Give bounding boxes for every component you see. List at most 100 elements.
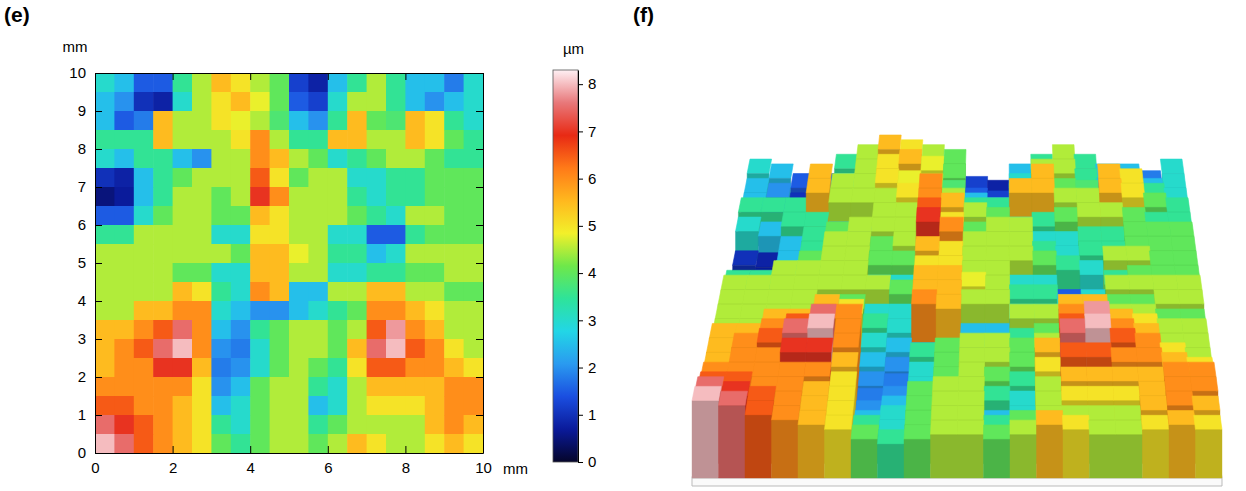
- surface-top: [1192, 396, 1220, 411]
- surface-top: [912, 290, 937, 305]
- surface-top: [848, 217, 873, 232]
- surface-top: [1163, 362, 1190, 377]
- tick: 2: [78, 368, 102, 385]
- surface-top: [769, 164, 793, 179]
- tick-label: 5: [588, 217, 596, 234]
- tick: 4: [578, 264, 596, 281]
- cell: [405, 149, 425, 169]
- cell: [386, 282, 406, 302]
- tick-mark: [578, 368, 583, 369]
- cell: [425, 244, 445, 264]
- cell: [347, 301, 367, 321]
- tick-mark: [173, 73, 174, 80]
- cell: [444, 149, 464, 169]
- cell: [425, 415, 445, 435]
- surface-top: [721, 275, 748, 290]
- surface-top: [934, 352, 960, 367]
- tick-mark: [476, 339, 483, 340]
- cell: [308, 415, 328, 435]
- cell: [308, 73, 328, 93]
- cell: [134, 187, 154, 207]
- surface-top: [1120, 169, 1144, 184]
- surface-top: [719, 391, 748, 406]
- tick: 2: [578, 359, 596, 376]
- y-axis: 012345678910: [69, 64, 102, 461]
- cell: [231, 301, 251, 321]
- cell: [386, 111, 406, 131]
- surface-base-front: [692, 478, 1222, 486]
- tick-label: 0: [78, 444, 86, 461]
- cell: [192, 92, 212, 112]
- surface-top: [1105, 275, 1130, 290]
- surface-top: [829, 188, 853, 203]
- cell: [328, 339, 348, 359]
- cell: [231, 263, 251, 283]
- surface-top: [905, 410, 932, 425]
- cell: [308, 187, 328, 207]
- cell: [347, 225, 367, 245]
- cell: [173, 244, 193, 264]
- tick: 8: [578, 75, 596, 92]
- cell: [211, 168, 231, 188]
- tick: [476, 453, 483, 454]
- cell: [95, 130, 115, 150]
- cell: [134, 301, 154, 321]
- tick-mark: [95, 377, 102, 378]
- cell: [250, 415, 270, 435]
- cell: [444, 358, 464, 378]
- surface-top: [1009, 178, 1032, 193]
- surface-top: [856, 145, 879, 160]
- cell: [386, 415, 406, 435]
- tick: [476, 415, 483, 416]
- cell: [114, 92, 134, 112]
- surface-top: [772, 261, 798, 276]
- surface-top: [936, 294, 961, 309]
- surface-top: [1079, 261, 1103, 276]
- cell: [95, 320, 115, 340]
- cell: [367, 149, 387, 169]
- cell: [405, 225, 425, 245]
- tick: 6: [324, 446, 332, 476]
- cell: [464, 130, 483, 150]
- tick: 10: [69, 64, 102, 81]
- tick: [476, 73, 483, 74]
- surface-top: [1088, 406, 1115, 421]
- tick-mark: [95, 339, 102, 340]
- surface-top: [1112, 367, 1139, 382]
- surface-top: [1124, 222, 1148, 237]
- surface-front: [1169, 425, 1196, 478]
- cell: [134, 339, 154, 359]
- cell: [425, 206, 445, 226]
- tick-mark: [95, 73, 102, 74]
- surface-front: [798, 425, 825, 478]
- tick-label: 9: [78, 102, 86, 119]
- cell: [134, 149, 154, 169]
- surface-front: [692, 401, 719, 478]
- cell: [95, 206, 115, 226]
- tick-label: 4: [247, 459, 255, 476]
- surface-front: [957, 435, 984, 478]
- tick: [476, 301, 483, 302]
- surface-top: [1079, 241, 1103, 256]
- cell: [134, 434, 154, 453]
- tick-mark: [476, 301, 483, 302]
- tick: [476, 149, 483, 150]
- tick-label: 3: [588, 312, 596, 329]
- cell: [192, 244, 212, 264]
- tick-label: 5: [78, 254, 86, 271]
- surface-top: [913, 265, 938, 280]
- surface-top: [1033, 251, 1057, 266]
- surface-top: [985, 333, 1010, 348]
- cell: [114, 187, 134, 207]
- cell: [328, 396, 348, 416]
- surface-top: [919, 174, 942, 189]
- tick: [476, 187, 483, 188]
- cell: [173, 282, 193, 302]
- cell: [231, 206, 251, 226]
- cell: [425, 301, 445, 321]
- surface-top: [808, 314, 835, 329]
- surface-top: [779, 236, 804, 251]
- surface-top: [804, 212, 829, 227]
- tick-mark: [476, 263, 483, 264]
- cell: [95, 111, 115, 131]
